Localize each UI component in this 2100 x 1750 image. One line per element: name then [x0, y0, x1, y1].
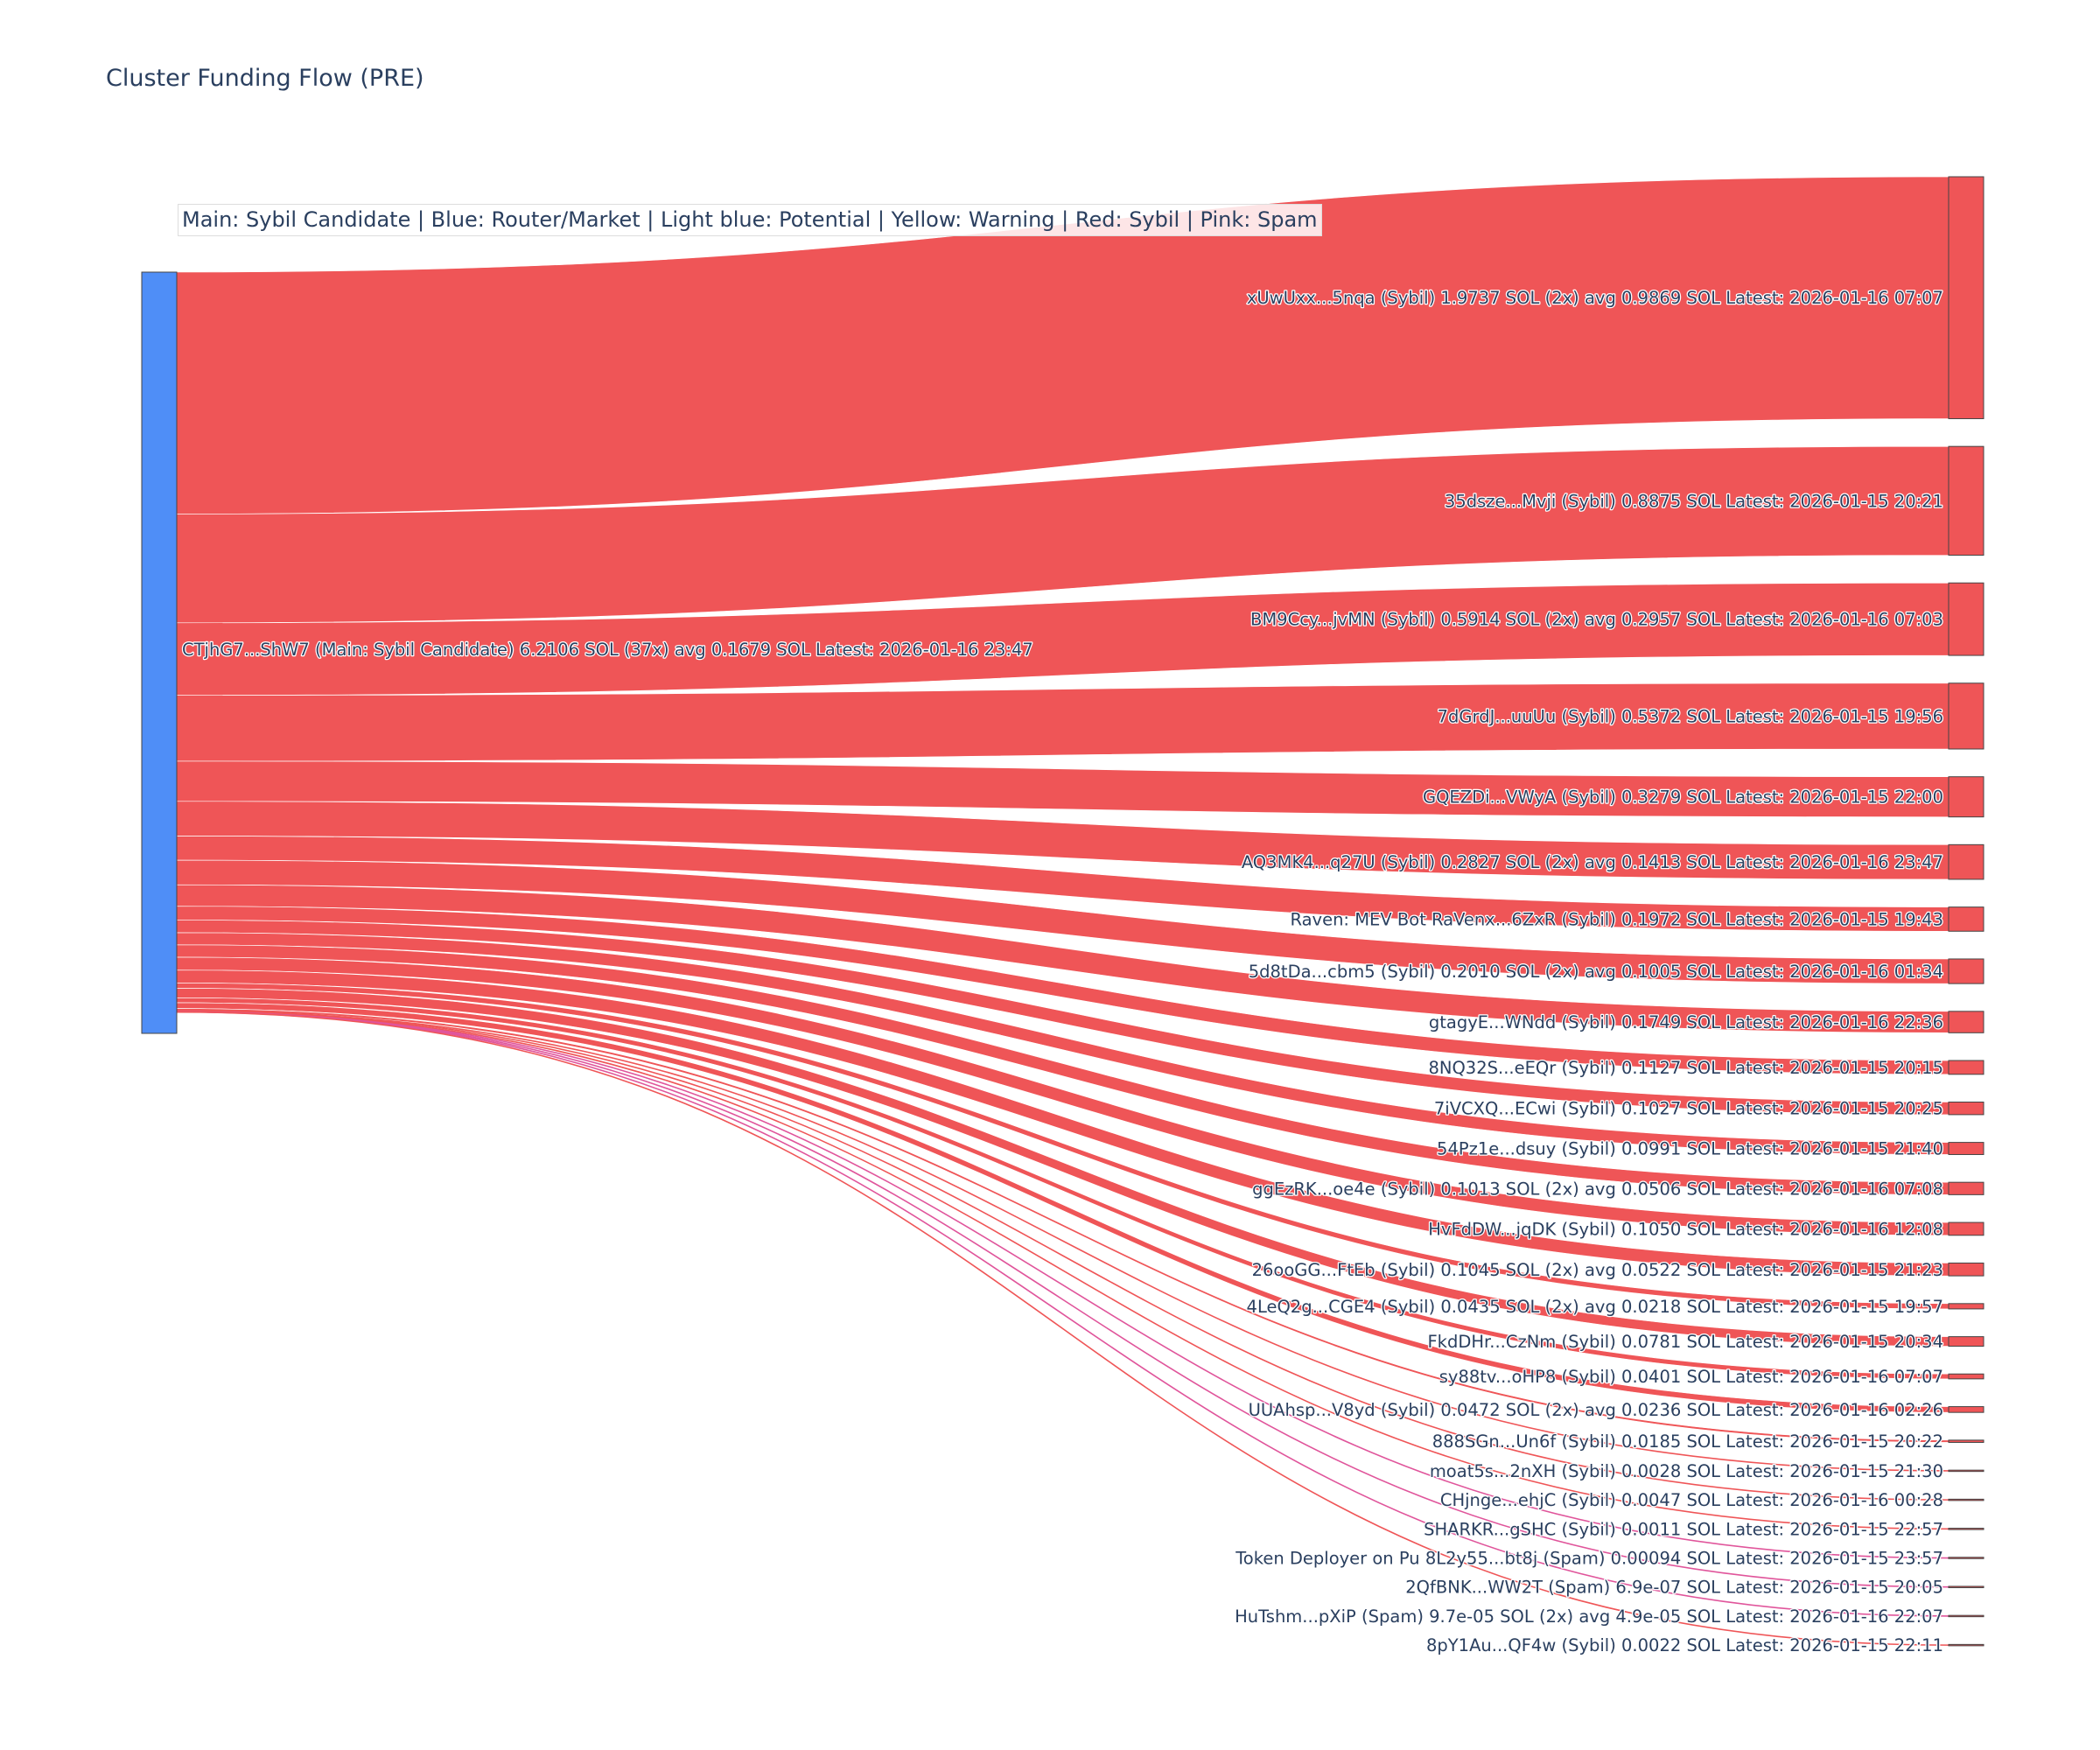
node-label-target-20: moat5s...2nXH (Sybil) 0.0028 SOL Latest:…: [1430, 1461, 1943, 1481]
node-label-target-7: 5d8tDa...cbm5 (Sybil) 0.2010 SOL (2x) av…: [1249, 962, 1943, 982]
node-target-23[interactable]: [1948, 1557, 1984, 1559]
node-label-target-8: gtagyE...WNdd (Sybil) 0.1749 SOL Latest:…: [1429, 1012, 1943, 1032]
node-target-18[interactable]: [1948, 1406, 1984, 1413]
node-target-5[interactable]: [1948, 844, 1984, 880]
node-source[interactable]: [141, 271, 178, 1034]
node-target-12[interactable]: [1948, 1181, 1984, 1195]
node-label-target-0: xUwUxx...5nqa (Sybil) 1.9737 SOL (2x) av…: [1247, 288, 1943, 308]
node-target-16[interactable]: [1948, 1336, 1984, 1348]
node-target-9[interactable]: [1948, 1060, 1984, 1075]
sankey-nodes: [141, 176, 1984, 1647]
node-label-target-24: 2QfBNK...WW2T (Spam) 6.9e-07 SOL Latest:…: [1405, 1578, 1943, 1598]
node-target-1[interactable]: [1948, 445, 1984, 556]
node-label-target-4: GQEZDi...VWyA (Sybil) 0.3279 SOL Latest:…: [1423, 788, 1943, 808]
node-target-3[interactable]: [1948, 682, 1984, 750]
link-22[interactable]: [176, 1011, 1950, 1530]
node-target-20[interactable]: [1948, 1469, 1984, 1473]
chart-title: Cluster Funding Flow (PRE): [106, 65, 424, 92]
node-target-8[interactable]: [1948, 1011, 1984, 1033]
node-label-target-16: FkdDHr...CzNm (Sybil) 0.0781 SOL Latest:…: [1427, 1332, 1943, 1352]
node-target-2[interactable]: [1948, 582, 1984, 656]
link-20[interactable]: [176, 1010, 1950, 1472]
node-label-target-12: ggEzRK...oe4e (Sybil) 0.1013 SOL (2x) av…: [1252, 1179, 1943, 1199]
node-target-21[interactable]: [1948, 1498, 1984, 1502]
node-target-17[interactable]: [1948, 1373, 1984, 1380]
node-label-target-10: 7iVCXQ...ECwi (Sybil) 0.1027 SOL Latest:…: [1434, 1099, 1943, 1119]
sankey-labels: xUwUxx...5nqa (Sybil) 1.9737 SOL (2x) av…: [181, 287, 1945, 1656]
node-label-target-2: BM9Ccy...jvMN (Sybil) 0.5914 SOL (2x) av…: [1250, 610, 1943, 630]
node-label-target-6: Raven: MEV Bot RaVenx...6ZxR (Sybil) 0.1…: [1290, 909, 1943, 929]
node-label-target-15: 4LeQ2g...CGE4 (Sybil) 0.0435 SOL (2x) av…: [1247, 1297, 1943, 1317]
node-label-target-11: 54Pz1e...dsuy (Sybil) 0.0991 SOL Latest:…: [1437, 1139, 1943, 1159]
node-label-target-25: HuTshm...pXiP (Spam) 9.7e-05 SOL (2x) av…: [1235, 1606, 1943, 1627]
node-label-target-19: 888SGn...Un6f (Sybil) 0.0185 SOL Latest:…: [1432, 1432, 1943, 1452]
link-21[interactable]: [176, 1011, 1950, 1501]
link-25[interactable]: [176, 1011, 1950, 1617]
node-label-target-3: 7dGrdJ...uuUu (Sybil) 0.5372 SOL Latest:…: [1438, 706, 1943, 726]
node-target-10[interactable]: [1948, 1102, 1984, 1116]
link-24[interactable]: [176, 1011, 1950, 1588]
node-target-4[interactable]: [1948, 776, 1984, 818]
node-target-14[interactable]: [1948, 1262, 1984, 1277]
node-target-6[interactable]: [1948, 906, 1984, 932]
node-label-target-13: HvFdDW...jqDK (Sybil) 0.1050 SOL Latest:…: [1428, 1219, 1943, 1239]
node-label-target-5: AQ3MK4...q27U (Sybil) 0.2827 SOL (2x) av…: [1242, 852, 1943, 872]
node-target-7[interactable]: [1948, 958, 1984, 984]
node-target-11[interactable]: [1948, 1142, 1984, 1155]
node-label-target-9: 8NQ32S...eEQr (Sybil) 0.1127 SOL Latest:…: [1428, 1058, 1943, 1078]
node-label-target-26: 8pY1Au...QF4w (Sybil) 0.0022 SOL Latest:…: [1426, 1635, 1943, 1656]
node-target-26[interactable]: [1948, 1643, 1984, 1647]
legend-annotation: Main: Sybil Candidate | Blue: Router/Mar…: [178, 204, 1322, 236]
node-label-target-21: CHjnge...ehjC (Sybil) 0.0047 SOL Latest:…: [1440, 1490, 1943, 1510]
node-target-0[interactable]: [1948, 176, 1984, 419]
link-23[interactable]: [176, 1011, 1950, 1559]
node-label-target-22: SHARKR...gSHC (Sybil) 0.0011 SOL Latest:…: [1424, 1519, 1943, 1539]
node-label-source: CTjhG7...ShW7 (Main: Sybil Candidate) 6.…: [182, 640, 1033, 660]
node-label-target-17: sy88tv...oHP8 (Sybil) 0.0401 SOL Latest:…: [1439, 1367, 1943, 1387]
node-target-13[interactable]: [1948, 1222, 1984, 1236]
node-target-25[interactable]: [1948, 1614, 1984, 1618]
node-target-19[interactable]: [1948, 1439, 1984, 1443]
node-label-target-14: 26ooGG...FtEb (Sybil) 0.1045 SOL (2x) av…: [1252, 1260, 1943, 1280]
node-label-target-1: 35dsze...Mvji (Sybil) 0.8875 SOL Latest:…: [1445, 491, 1943, 511]
node-label-target-23: Token Deployer on Pu 8L2y55...bt8j (Spam…: [1235, 1549, 1943, 1569]
node-target-24[interactable]: [1948, 1586, 1984, 1588]
node-target-22[interactable]: [1948, 1528, 1984, 1530]
node-label-target-18: UUAhsp...V8yd (Sybil) 0.0472 SOL (2x) av…: [1249, 1400, 1943, 1420]
sankey-links: [176, 176, 1950, 1646]
link-26[interactable]: [176, 1011, 1950, 1646]
node-target-15[interactable]: [1948, 1303, 1984, 1310]
